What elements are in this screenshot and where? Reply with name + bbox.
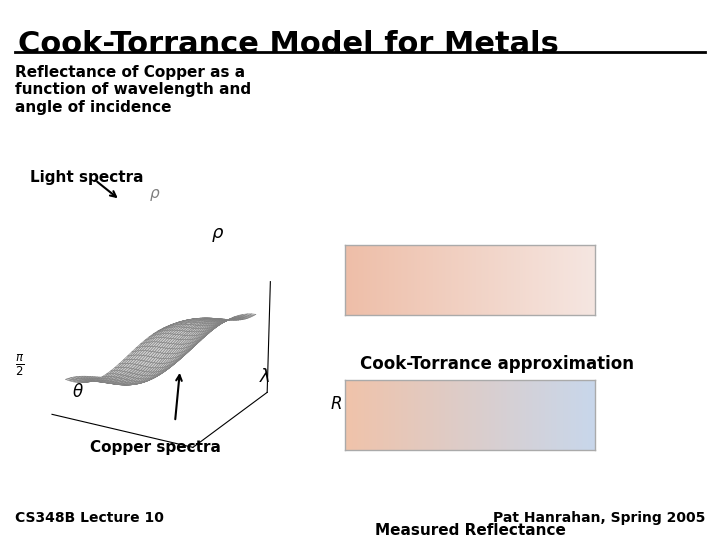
- Text: Cook-Torrance approximation: Cook-Torrance approximation: [360, 355, 634, 373]
- Text: Copper spectra: Copper spectra: [89, 440, 220, 455]
- Text: Cook-Torrance Model for Metals: Cook-Torrance Model for Metals: [18, 30, 559, 59]
- Text: Approximated Reflectance: Approximated Reflectance: [356, 388, 584, 403]
- Text: $\frac{\pi}{2}$: $\frac{\pi}{2}$: [15, 352, 24, 377]
- Text: $R = R(0) + R(\pi/2)\left[\dfrac{F(\theta)-F(0)}{F(\pi/2)-F(0)}\right]$: $R = R(0) + R(\pi/2)\left[\dfrac{F(\thet…: [330, 385, 585, 426]
- Text: $\rho$: $\rho$: [149, 187, 161, 203]
- Text: $\rho$: $\rho$: [212, 226, 225, 244]
- Text: Pat Hanrahan, Spring 2005: Pat Hanrahan, Spring 2005: [492, 511, 705, 525]
- Text: CS348B Lecture 10: CS348B Lecture 10: [15, 511, 164, 525]
- Text: Light spectra: Light spectra: [30, 170, 143, 185]
- Text: Reflectance of Copper as a
function of wavelength and
angle of incidence: Reflectance of Copper as a function of w…: [15, 65, 251, 115]
- Text: Measured Reflectance: Measured Reflectance: [374, 523, 565, 538]
- Text: $\theta$: $\theta$: [72, 383, 84, 401]
- Text: $\lambda$: $\lambda$: [259, 368, 271, 386]
